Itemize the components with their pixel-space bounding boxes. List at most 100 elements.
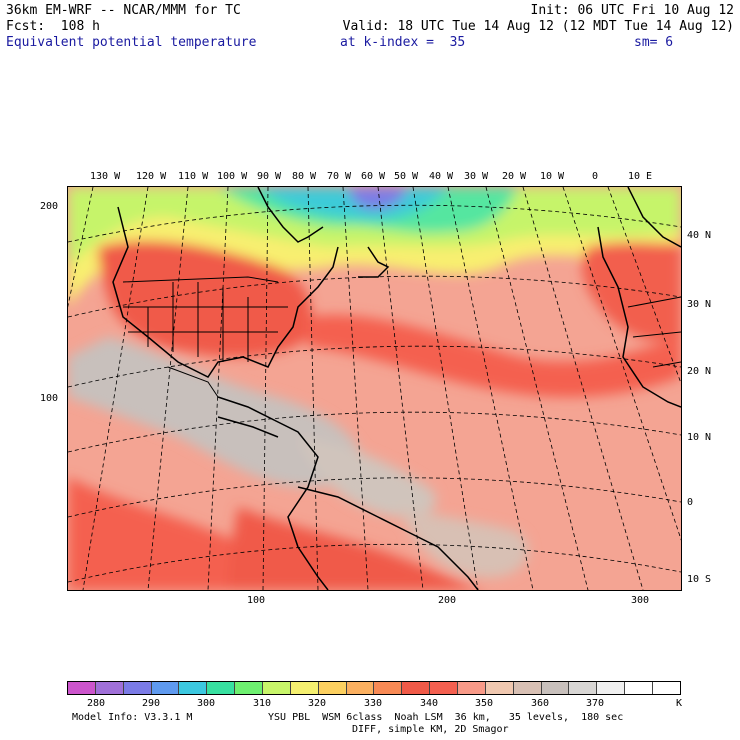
latitude-line bbox=[68, 275, 681, 318]
lat-label: 0 bbox=[687, 497, 694, 508]
longitude-line bbox=[147, 187, 189, 590]
grid-x-label: 100 bbox=[247, 595, 266, 606]
africa-coast bbox=[597, 226, 681, 408]
colorbar-label: 340 bbox=[420, 698, 439, 709]
map-svg bbox=[68, 187, 681, 590]
lat-label: 40 N bbox=[687, 230, 712, 241]
colorbar-swatch bbox=[235, 682, 264, 694]
theta-e-caribbean-gray bbox=[298, 437, 437, 518]
africa-border bbox=[652, 361, 681, 368]
colorbar-swatch bbox=[151, 682, 180, 694]
longitude-line bbox=[207, 187, 229, 590]
longitude-line bbox=[447, 187, 534, 590]
colorbar-swatch bbox=[597, 682, 626, 694]
colorbar-swatch bbox=[458, 682, 486, 694]
europe-coast bbox=[627, 187, 681, 248]
colorbar-swatch bbox=[374, 682, 403, 694]
lon-label: 70 W bbox=[327, 171, 352, 182]
field-name: Equivalent potential temperature bbox=[6, 35, 257, 50]
longitude-line bbox=[485, 187, 589, 590]
south-america-coast bbox=[297, 486, 479, 590]
diffusion-info: DIFF, simple KM, 2D Smagor bbox=[352, 724, 509, 735]
lon-label: 80 W bbox=[292, 171, 317, 182]
colorbar-swatch bbox=[207, 682, 236, 694]
longitude-line bbox=[377, 187, 424, 590]
init-time: Init: 06 UTC Fri 10 Aug 12 bbox=[530, 3, 735, 18]
newfoundland-coast bbox=[358, 246, 390, 278]
lon-label: 50 W bbox=[394, 171, 419, 182]
longitude-line bbox=[412, 187, 479, 590]
political-boundaries bbox=[122, 276, 681, 398]
model-title: 36km EM-WRF -- NCAR/MMM for TC bbox=[6, 3, 241, 18]
colorbar-label: 360 bbox=[531, 698, 550, 709]
colorbar-swatch bbox=[485, 682, 514, 694]
longitude-line bbox=[82, 187, 149, 590]
smoothing-info: sm= 6 bbox=[634, 35, 674, 50]
colorbar-swatch bbox=[263, 682, 291, 694]
coastlines bbox=[112, 187, 681, 590]
colorbar-label: 300 bbox=[197, 698, 216, 709]
colorbar-swatch bbox=[95, 682, 124, 694]
latitude-line bbox=[68, 477, 681, 518]
theta-e-blue-region bbox=[348, 187, 408, 210]
theta-e-map bbox=[67, 186, 682, 591]
latitude-line bbox=[68, 204, 681, 243]
colorbar-label: 280 bbox=[87, 698, 106, 709]
longitude-line bbox=[562, 187, 681, 541]
colorbar-swatch bbox=[346, 682, 375, 694]
colorbar-label: 370 bbox=[586, 698, 605, 709]
valid-time: Valid: 18 UTC Tue 14 Aug 12 (12 MDT Tue … bbox=[342, 19, 734, 34]
longitude-line bbox=[522, 187, 644, 590]
colorbar-swatch bbox=[625, 682, 654, 694]
lon-label: 0 bbox=[592, 171, 599, 182]
colorbar-swatch bbox=[68, 682, 96, 694]
graticule bbox=[68, 187, 681, 590]
lon-label: 10 W bbox=[540, 171, 565, 182]
hudson-coast bbox=[257, 187, 324, 243]
forecast-hour: Fcst: 108 h bbox=[6, 19, 100, 34]
cuba-outline bbox=[217, 416, 279, 438]
theta-e-africa-band bbox=[581, 242, 681, 341]
colorbar-label: 290 bbox=[142, 698, 161, 709]
colorbar-label: 350 bbox=[475, 698, 494, 709]
colorbar-swatch bbox=[541, 682, 570, 694]
colorbar-swatch bbox=[430, 682, 459, 694]
lon-label: 30 W bbox=[464, 171, 489, 182]
latitude-line bbox=[68, 543, 681, 583]
us-canada-border bbox=[122, 276, 279, 283]
lat-label: 30 N bbox=[687, 299, 712, 310]
level-info: at k-index = 35 bbox=[340, 35, 466, 50]
colorbar-swatch bbox=[569, 682, 598, 694]
lon-label: 100 W bbox=[217, 171, 248, 182]
theta-e-south-america-hot bbox=[228, 507, 488, 590]
africa-border bbox=[632, 331, 681, 338]
north-america-coast bbox=[112, 206, 339, 378]
theta-e-atlantic-band bbox=[308, 315, 681, 397]
lat-label: 10 N bbox=[687, 432, 712, 443]
colorbar-swatch bbox=[290, 682, 319, 694]
lon-label: 10 E bbox=[628, 171, 653, 182]
central-america-coast bbox=[217, 396, 329, 590]
lon-label: 120 W bbox=[136, 171, 167, 182]
colorbar-label: 310 bbox=[253, 698, 272, 709]
lon-label: 20 W bbox=[502, 171, 527, 182]
lon-label: 110 W bbox=[178, 171, 209, 182]
grid-y-label: 200 bbox=[40, 201, 59, 212]
theta-e-south-america-gray bbox=[398, 507, 529, 578]
colorbar-swatch bbox=[402, 682, 431, 694]
colorbar-swatch bbox=[318, 682, 347, 694]
physics-info: YSU PBL WSM 6class Noah LSM 36 km, 35 le… bbox=[268, 712, 624, 723]
lon-label: 40 W bbox=[429, 171, 454, 182]
latitude-line bbox=[68, 411, 681, 453]
longitude-line bbox=[607, 187, 681, 385]
theta-e-pacific-band bbox=[68, 477, 259, 590]
colorbar-unit: K bbox=[676, 698, 683, 709]
theta-e-hot-us bbox=[98, 240, 312, 357]
colorbar-swatch bbox=[513, 682, 542, 694]
lon-label: 90 W bbox=[257, 171, 282, 182]
lat-label: 10 S bbox=[687, 574, 712, 585]
colorbar-swatch bbox=[653, 682, 680, 694]
theta-e-gray-region bbox=[68, 337, 361, 488]
grid-x-label: 300 bbox=[631, 595, 650, 606]
lon-label: 130 W bbox=[90, 171, 121, 182]
